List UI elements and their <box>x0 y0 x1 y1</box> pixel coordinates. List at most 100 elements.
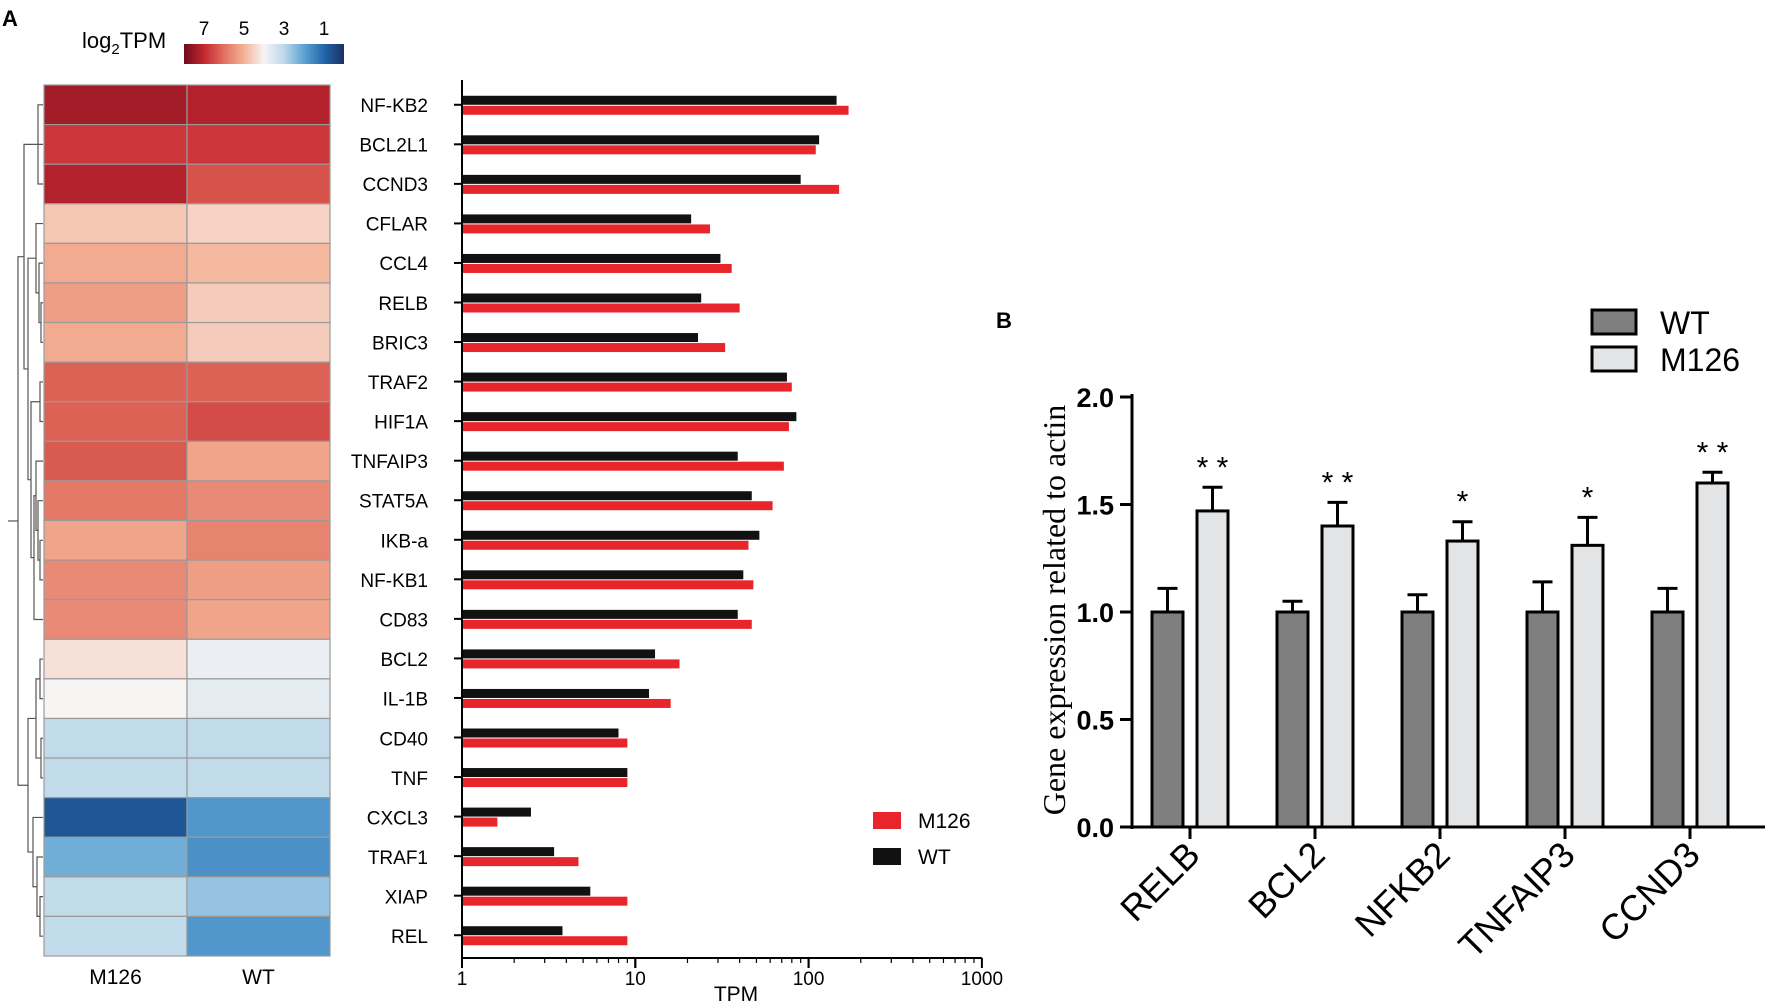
color-scale-tick: 1 <box>319 19 330 40</box>
heatmap-cell <box>186 599 331 640</box>
tpm-bar-wt <box>462 95 837 105</box>
heatmap-cell <box>43 361 188 403</box>
heatmap-row-label: IL-1B <box>383 690 428 711</box>
expression-y-tick-label: 1.5 <box>1076 491 1114 521</box>
heatmap-cell <box>186 361 331 403</box>
heatmap-cell <box>43 203 188 244</box>
tpm-bar-wt <box>462 847 555 857</box>
heatmap-cell <box>186 401 331 442</box>
heatmap-row-labels: NF-KB2 BCL2L1 CCND3 CFLAR CCL4 RELB BRIC3 TRAF2… <box>351 96 429 948</box>
color-scale-title: log2TPM <box>82 28 166 58</box>
heatmap-cell <box>43 915 188 957</box>
expression-legend-label: M126 <box>1660 342 1740 378</box>
heatmap-cell <box>43 84 188 126</box>
heatmap-cell <box>43 797 188 838</box>
heatmap-row-label: STAT5A <box>359 492 428 513</box>
heatmap-cell <box>186 876 331 918</box>
tpm-bar-m126 <box>462 817 498 827</box>
expression-y-tick-label: 0.5 <box>1076 706 1114 736</box>
tpm-bar-m126 <box>462 778 628 788</box>
tpm-bar-m126 <box>462 263 732 273</box>
heatmap-row-label: NF-KB2 <box>360 96 428 117</box>
tpm-bar-m126 <box>462 224 711 234</box>
heatmap-row-label: HIF1A <box>374 413 428 434</box>
expression-x-tick-label: TNFAIP3 <box>1450 834 1582 966</box>
tpm-bar-wt <box>462 688 650 698</box>
heatmap-cell <box>186 757 331 799</box>
heatmap-row-label: TNF <box>391 769 428 790</box>
m126-bar <box>1195 509 1230 829</box>
wt-bar <box>1150 610 1185 829</box>
tpm-bar-m126 <box>462 105 849 115</box>
tpm-bar-wt <box>462 530 760 540</box>
expression-legend-swatch <box>1590 308 1638 336</box>
heatmap-cell <box>43 163 188 205</box>
tpm-bar-m126 <box>462 698 671 708</box>
heatmap <box>43 84 331 957</box>
heatmap-cell <box>43 401 188 442</box>
heatmap-row-label: NF-KB1 <box>360 571 428 592</box>
tpm-bar-wt <box>462 609 738 619</box>
tpm-bar-m126 <box>462 382 792 392</box>
tpm-bar-wt <box>462 253 721 263</box>
heatmap-column-label: WT <box>242 966 275 989</box>
heatmap-cell <box>43 321 188 363</box>
tpm-bar-m126 <box>462 184 840 194</box>
heatmap-cell <box>186 797 331 838</box>
tpm-bar-m126 <box>462 461 784 471</box>
tpm-bar-m126 <box>462 145 816 155</box>
m126-bar <box>1695 481 1730 829</box>
tpm-bar-wt <box>462 886 591 896</box>
heatmap-row-label: CXCL3 <box>367 808 428 829</box>
m126-bar <box>1320 524 1355 829</box>
tpm-bar-m126 <box>462 936 628 946</box>
heatmap-cell <box>186 321 331 363</box>
tpm-bar-wt <box>462 451 738 461</box>
tpm-bar-m126 <box>462 857 579 867</box>
tpm-x-tick-label: 100 <box>793 969 825 990</box>
heatmap-cell <box>186 163 331 205</box>
heatmap-cell <box>186 638 331 680</box>
tpm-bar-wt <box>462 649 656 659</box>
row-dendrogram <box>8 104 43 937</box>
dendrogram-branch <box>39 658 43 700</box>
heatmap-cell <box>186 282 331 324</box>
heatmap-cell <box>186 519 331 561</box>
expression-x-tick-label: BCL2 <box>1240 834 1333 927</box>
color-scale-tick: 5 <box>239 19 250 40</box>
significance-marker: * * <box>1197 451 1229 484</box>
tpm-bar-m126 <box>462 540 749 550</box>
heatmap-row-label: CD83 <box>379 610 428 631</box>
tpm-bar-wt <box>462 372 787 382</box>
expression-y-tick-label: 0.0 <box>1076 813 1114 843</box>
panel-a: A log2TPM 7 5 3 1 NF-KB2 BCL2L1 CCND3 CFLAR CCL… <box>2 6 1003 1003</box>
heatmap-row-label: CD40 <box>379 729 428 750</box>
heatmap-cell <box>186 84 331 126</box>
tpm-bar-wt <box>462 214 692 224</box>
expression-legend-label: WT <box>1660 305 1710 341</box>
tpm-bar-wt <box>462 570 744 580</box>
heatmap-cell <box>43 599 188 640</box>
heatmap-row-label: CCND3 <box>363 175 428 196</box>
color-scale: log2TPM 7 5 3 1 <box>82 19 344 64</box>
heatmap-cell <box>43 123 188 165</box>
heatmap-cell <box>43 876 188 918</box>
panel-b-label: B <box>996 308 1012 333</box>
dendrogram-branch <box>17 256 28 786</box>
heatmap-row-label: BCL2L1 <box>359 135 428 156</box>
wt-bar <box>1650 610 1685 829</box>
heatmap-row-label: CCL4 <box>379 254 428 275</box>
heatmap-cell <box>186 915 331 957</box>
color-scale-tick: 7 <box>199 19 210 40</box>
heatmap-cell <box>186 123 331 165</box>
heatmap-cell <box>43 638 188 680</box>
expression-bars: * * * * * * * * <box>1150 436 1730 829</box>
tpm-bar-wt <box>462 174 801 184</box>
dendrogram-branch <box>39 896 43 937</box>
tpm-bar-m126 <box>462 343 726 353</box>
heatmap-row-label: CFLAR <box>366 215 428 236</box>
tpm-legend-swatch <box>873 812 901 829</box>
dendrogram-branch <box>39 539 43 581</box>
significance-marker: * <box>1457 486 1469 519</box>
